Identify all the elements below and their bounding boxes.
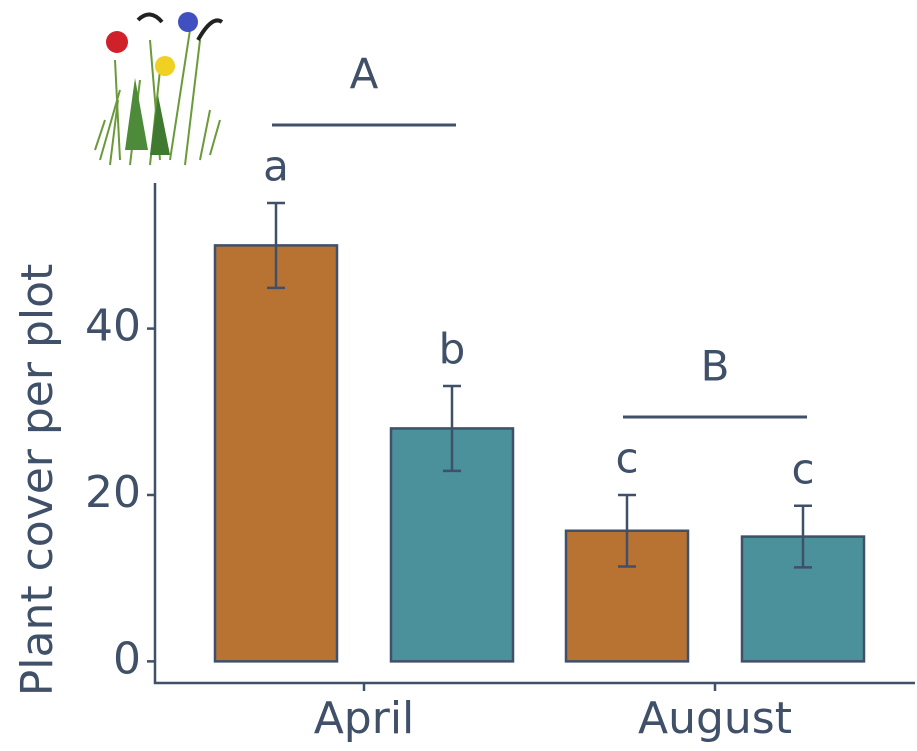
significance-letter: b bbox=[439, 324, 466, 373]
bar bbox=[215, 245, 337, 661]
y-tick-label: 20 bbox=[85, 467, 141, 518]
significance-letter: c bbox=[791, 444, 814, 493]
x-tick-label: April bbox=[314, 693, 415, 744]
group-letter: B bbox=[701, 341, 730, 390]
significance-letter: c bbox=[615, 433, 638, 482]
flower-icon bbox=[95, 12, 222, 165]
x-tick-label: August bbox=[638, 693, 792, 744]
group-letter: A bbox=[350, 49, 379, 98]
chart: Plant cover per plot 0 20 40 April a b A August… bbox=[0, 0, 917, 751]
significance-letter: a bbox=[263, 141, 289, 190]
y-tick-label: 40 bbox=[85, 301, 141, 352]
y-tick-label: 0 bbox=[113, 633, 141, 684]
y-axis-label: Plant cover per plot bbox=[12, 264, 63, 697]
